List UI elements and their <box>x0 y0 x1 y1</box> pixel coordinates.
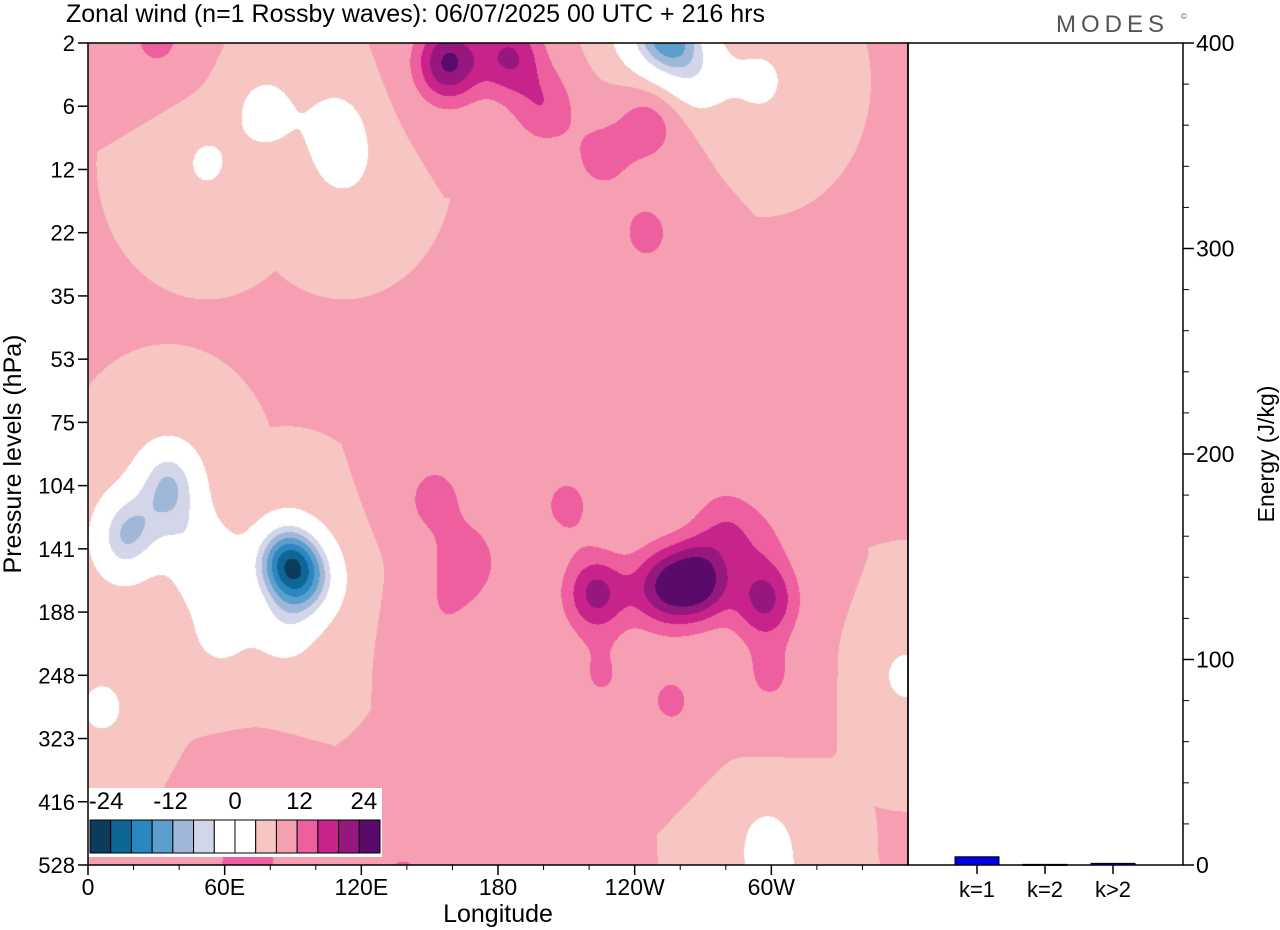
energy-y-tick-label: 0 <box>1196 852 1209 878</box>
colorbar-swatch <box>213 819 236 854</box>
x-tick-label: 60W <box>748 874 796 900</box>
y-tick-label: 75 <box>51 410 75 435</box>
energy-x-tick-label: k=1 <box>959 877 995 902</box>
colorbar-swatch <box>338 819 360 854</box>
heatmap-panel: -24 -12 0 12 24 0 60E 120E 180 120W 60W 2 6 12 22 35 5… <box>0 31 909 928</box>
energy-bar <box>954 856 1000 866</box>
y-tick-label: 248 <box>38 663 75 688</box>
y-axis-ticks: 2 6 12 22 35 53 75 104 141 188 248 323 416 528 <box>38 31 88 878</box>
y-tick-label: 22 <box>51 221 75 246</box>
modes-logo-text: MODES <box>1056 11 1169 38</box>
colorbar-swatch <box>358 819 381 854</box>
wind-contour-field <box>88 43 908 865</box>
y-tick-label: 35 <box>51 284 75 309</box>
energy-y-tick-label: 300 <box>1196 236 1234 262</box>
colorbar-swatch <box>193 819 215 854</box>
modes-logo-mark: © <box>1181 12 1187 21</box>
y-tick-label: 416 <box>38 790 75 815</box>
y-tick-label: 188 <box>38 600 75 625</box>
x-tick-label: 120W <box>605 874 665 900</box>
colorbar-label: -12 <box>153 788 188 815</box>
energy-y-axis-ticks: 0 100 200 300 400 <box>1183 30 1234 878</box>
y-axis-label: Pressure levels (hPa) <box>0 335 27 574</box>
colorbar-label: 24 <box>351 788 378 815</box>
x-tick-label: 0 <box>82 874 95 900</box>
y-tick-label: 104 <box>38 474 75 499</box>
energy-bar <box>1090 862 1136 866</box>
energy-bar-panel: 0 100 200 300 400 k=1 k=2 k>2 Energy (J/kg) <box>907 30 1279 902</box>
x-tick-label: 60E <box>204 874 245 900</box>
colorbar-label: -24 <box>89 788 124 815</box>
energy-y-tick-label: 100 <box>1196 647 1234 673</box>
y-tick-label: 528 <box>38 853 75 878</box>
colorbar-swatch <box>296 819 319 854</box>
colorbar-swatch <box>89 819 112 854</box>
energy-x-tick-label: k=2 <box>1027 877 1063 902</box>
colorbar-swatch <box>317 819 340 854</box>
colorbar-swatch <box>172 819 195 854</box>
energy-y-tick-label: 200 <box>1196 441 1234 467</box>
y-tick-label: 2 <box>63 31 75 56</box>
y-tick-label: 323 <box>38 727 75 752</box>
energy-bars <box>954 856 1136 866</box>
energy-frame <box>907 42 1184 866</box>
colorbar-swatch <box>151 819 174 854</box>
energy-x-tick-label: k>2 <box>1095 877 1131 902</box>
energy-y-tick-label: 400 <box>1196 30 1234 56</box>
x-axis-ticks: 0 60E 120E 180 120W 60W <box>82 865 863 900</box>
y-tick-label: 141 <box>38 537 75 562</box>
colorbar-swatch <box>275 819 298 854</box>
modes-logo: MODES © <box>1056 11 1187 38</box>
colorbar-swatch <box>130 819 153 854</box>
y-tick-label: 12 <box>51 157 75 182</box>
colorbar-swatch <box>255 819 277 854</box>
colorbar-swatch <box>110 819 132 854</box>
x-tick-label: 180 <box>479 874 517 900</box>
x-tick-label: 120E <box>334 874 388 900</box>
y-tick-label: 53 <box>51 347 75 372</box>
colorbar-swatch <box>234 819 257 854</box>
colorbar-label: 0 <box>228 788 241 815</box>
chart-title: Zonal wind (n=1 Rossby waves): 06/07/202… <box>66 0 765 28</box>
colorbar-label: 12 <box>286 788 313 815</box>
y-tick-label: 6 <box>63 94 75 119</box>
x-axis-label: Longitude <box>443 900 553 928</box>
energy-x-axis-ticks: k=1 k=2 k>2 <box>959 865 1131 902</box>
energy-axis-label: Energy (J/kg) <box>1253 386 1279 523</box>
colorbar: -24 -12 0 12 24 <box>88 788 382 857</box>
